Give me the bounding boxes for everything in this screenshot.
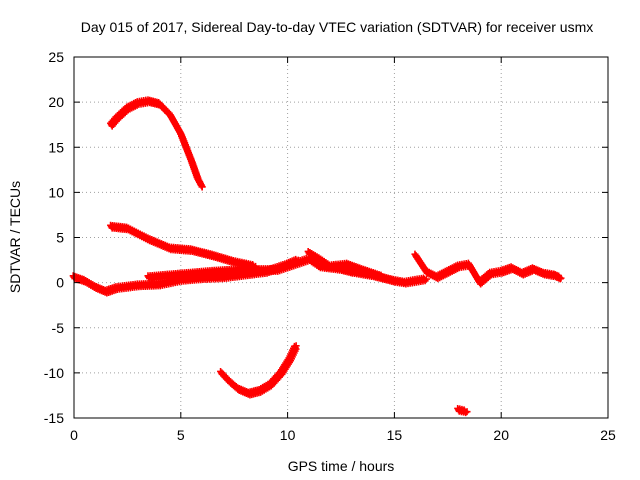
x-tick-label: 10	[280, 427, 296, 443]
series-arc-positive-high	[107, 96, 206, 191]
y-tick-label: 5	[56, 230, 64, 246]
x-tick-label: 25	[600, 427, 616, 443]
data-point	[557, 274, 565, 282]
y-tick-label: -5	[52, 320, 65, 336]
x-tick-label: 15	[387, 427, 403, 443]
data-point	[463, 408, 471, 416]
data-point	[292, 342, 300, 350]
data-points	[69, 96, 565, 417]
y-tick-label: -10	[44, 365, 64, 381]
data-point	[380, 273, 388, 281]
data-point	[198, 183, 206, 191]
series-arc-negative	[217, 342, 300, 399]
y-axis-label: SDTVAR / TECUs	[7, 181, 23, 293]
series-upper-segment	[304, 247, 388, 282]
y-tick-label: 10	[48, 184, 64, 200]
y-tick-label: 20	[48, 94, 64, 110]
x-tick-label: 20	[493, 427, 509, 443]
series-late-cluster	[411, 250, 565, 288]
x-tick-label: 5	[177, 427, 185, 443]
y-tick-label: 0	[56, 275, 64, 291]
chart-title: Day 015 of 2017, Sidereal Day-to-day VTE…	[81, 19, 594, 35]
ticks: 0 5 10 15 20 25 -15 -10 -5 0 5 10 15 20 25	[44, 49, 616, 443]
x-tick-label: 0	[70, 427, 78, 443]
y-tick-label: 15	[48, 139, 64, 155]
x-axis-label: GPS time / hours	[288, 458, 395, 474]
y-tick-label: -15	[44, 410, 64, 426]
y-tick-label: 25	[48, 49, 64, 65]
series-arc-declining	[107, 221, 260, 271]
series-isolated-low	[454, 404, 471, 417]
